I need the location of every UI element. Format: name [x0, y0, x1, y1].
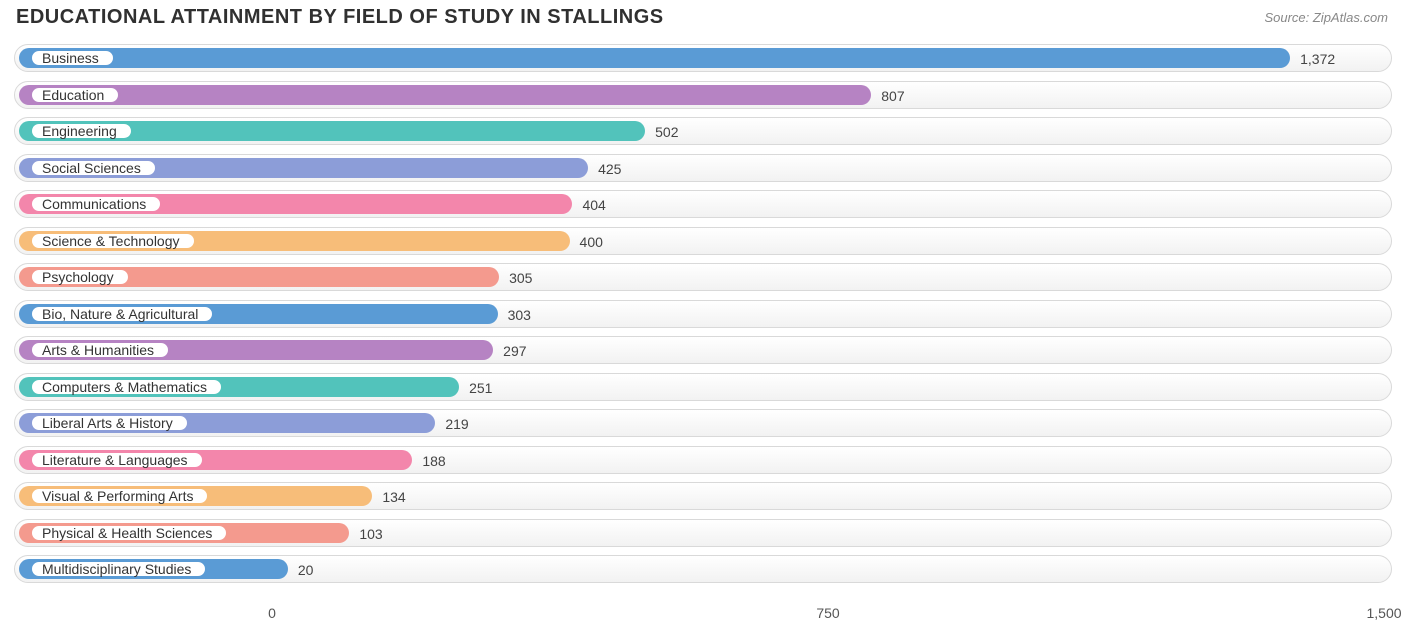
bar-value: 188: [422, 447, 445, 475]
bar-track: Engineering 502: [14, 117, 1392, 145]
bar-label-pill: Computers & Mathematics: [29, 377, 224, 397]
bar-label-pill: Arts & Humanities: [29, 340, 171, 360]
bar-label: Liberal Arts & History: [42, 415, 173, 431]
bar-row: Liberal Arts & History 219: [14, 405, 1392, 442]
bar-label: Education: [42, 87, 104, 103]
bar-value: 297: [503, 337, 526, 365]
bar-value: 1,372: [1300, 45, 1335, 73]
bar-value: 502: [655, 118, 678, 146]
bar-track: Communications 404: [14, 190, 1392, 218]
bar-label: Communications: [42, 196, 146, 212]
source-attribution: Source: ZipAtlas.com: [1264, 10, 1388, 25]
bar-label-pill: Visual & Performing Arts: [29, 486, 210, 506]
bar-value: 103: [359, 520, 382, 548]
bar-track: Multidisciplinary Studies 20: [14, 555, 1392, 583]
chart-area: Business 1,372 Education 807 Engineering 502 S…: [14, 40, 1392, 603]
bar-label: Social Sciences: [42, 160, 141, 176]
bar-track: Business 1,372: [14, 44, 1392, 72]
bar-track: Arts & Humanities 297: [14, 336, 1392, 364]
chart-title: EDUCATIONAL ATTAINMENT BY FIELD OF STUDY…: [16, 6, 664, 29]
bar-track: Psychology 305: [14, 263, 1392, 291]
bar-row: Communications 404: [14, 186, 1392, 223]
bar-row: Computers & Mathematics 251: [14, 369, 1392, 406]
x-axis: 07501,500: [14, 605, 1392, 625]
x-axis-tick: 1,500: [1366, 605, 1401, 621]
bar-track: Visual & Performing Arts 134: [14, 482, 1392, 510]
bar-label: Bio, Nature & Agricultural: [42, 306, 198, 322]
bar-label-pill: Education: [29, 85, 121, 105]
bar-label: Computers & Mathematics: [42, 379, 207, 395]
bar-label-pill: Communications: [29, 194, 163, 214]
bar-track: Liberal Arts & History 219: [14, 409, 1392, 437]
bar-label: Business: [42, 50, 99, 66]
bar-label-pill: Liberal Arts & History: [29, 413, 190, 433]
bar-fill: [19, 48, 1290, 68]
x-axis-tick: 750: [816, 605, 839, 621]
bar-row: Social Sciences 425: [14, 150, 1392, 187]
bar-label-pill: Physical & Health Sciences: [29, 523, 229, 543]
bar-value: 400: [580, 228, 603, 256]
bar-row: Arts & Humanities 297: [14, 332, 1392, 369]
bar-row: Multidisciplinary Studies 20: [14, 551, 1392, 588]
bar-track: Computers & Mathematics 251: [14, 373, 1392, 401]
bar-value: 20: [298, 556, 314, 584]
bar-fill: [19, 85, 871, 105]
bar-label-pill: Social Sciences: [29, 158, 158, 178]
bar-label-pill: Business: [29, 48, 116, 68]
bar-track: Literature & Languages 188: [14, 446, 1392, 474]
bar-track: Social Sciences 425: [14, 154, 1392, 182]
bar-track: Science & Technology 400: [14, 227, 1392, 255]
bar-label: Literature & Languages: [42, 452, 188, 468]
bar-value: 134: [382, 483, 405, 511]
bar-row: Business 1,372: [14, 40, 1392, 77]
bar-value: 425: [598, 155, 621, 183]
bar-label: Visual & Performing Arts: [42, 488, 193, 504]
bar-label-pill: Literature & Languages: [29, 450, 205, 470]
bar-value: 251: [469, 374, 492, 402]
bar-row: Psychology 305: [14, 259, 1392, 296]
bar-track: Bio, Nature & Agricultural 303: [14, 300, 1392, 328]
bar-row: Visual & Performing Arts 134: [14, 478, 1392, 515]
bar-track: Physical & Health Sciences 103: [14, 519, 1392, 547]
bar-row: Science & Technology 400: [14, 223, 1392, 260]
bar-label-pill: Multidisciplinary Studies: [29, 559, 208, 579]
bar-row: Literature & Languages 188: [14, 442, 1392, 479]
bar-label: Physical & Health Sciences: [42, 525, 212, 541]
bar-value: 219: [445, 410, 468, 438]
bar-row: Bio, Nature & Agricultural 303: [14, 296, 1392, 333]
bar-label: Psychology: [42, 269, 114, 285]
bar-label-pill: Engineering: [29, 121, 134, 141]
bar-row: Education 807: [14, 77, 1392, 114]
bar-value: 303: [508, 301, 531, 329]
bar-row: Engineering 502: [14, 113, 1392, 150]
bar-label-pill: Science & Technology: [29, 231, 197, 251]
bar-label-pill: Psychology: [29, 267, 131, 287]
bar-value: 404: [582, 191, 605, 219]
bar-label-pill: Bio, Nature & Agricultural: [29, 304, 215, 324]
bar-label: Engineering: [42, 123, 117, 139]
bar-label: Multidisciplinary Studies: [42, 561, 191, 577]
bar-track: Education 807: [14, 81, 1392, 109]
x-axis-tick: 0: [268, 605, 276, 621]
bar-label: Science & Technology: [42, 233, 180, 249]
bar-row: Physical & Health Sciences 103: [14, 515, 1392, 552]
bar-value: 807: [881, 82, 904, 110]
bar-value: 305: [509, 264, 532, 292]
bar-label: Arts & Humanities: [42, 342, 154, 358]
